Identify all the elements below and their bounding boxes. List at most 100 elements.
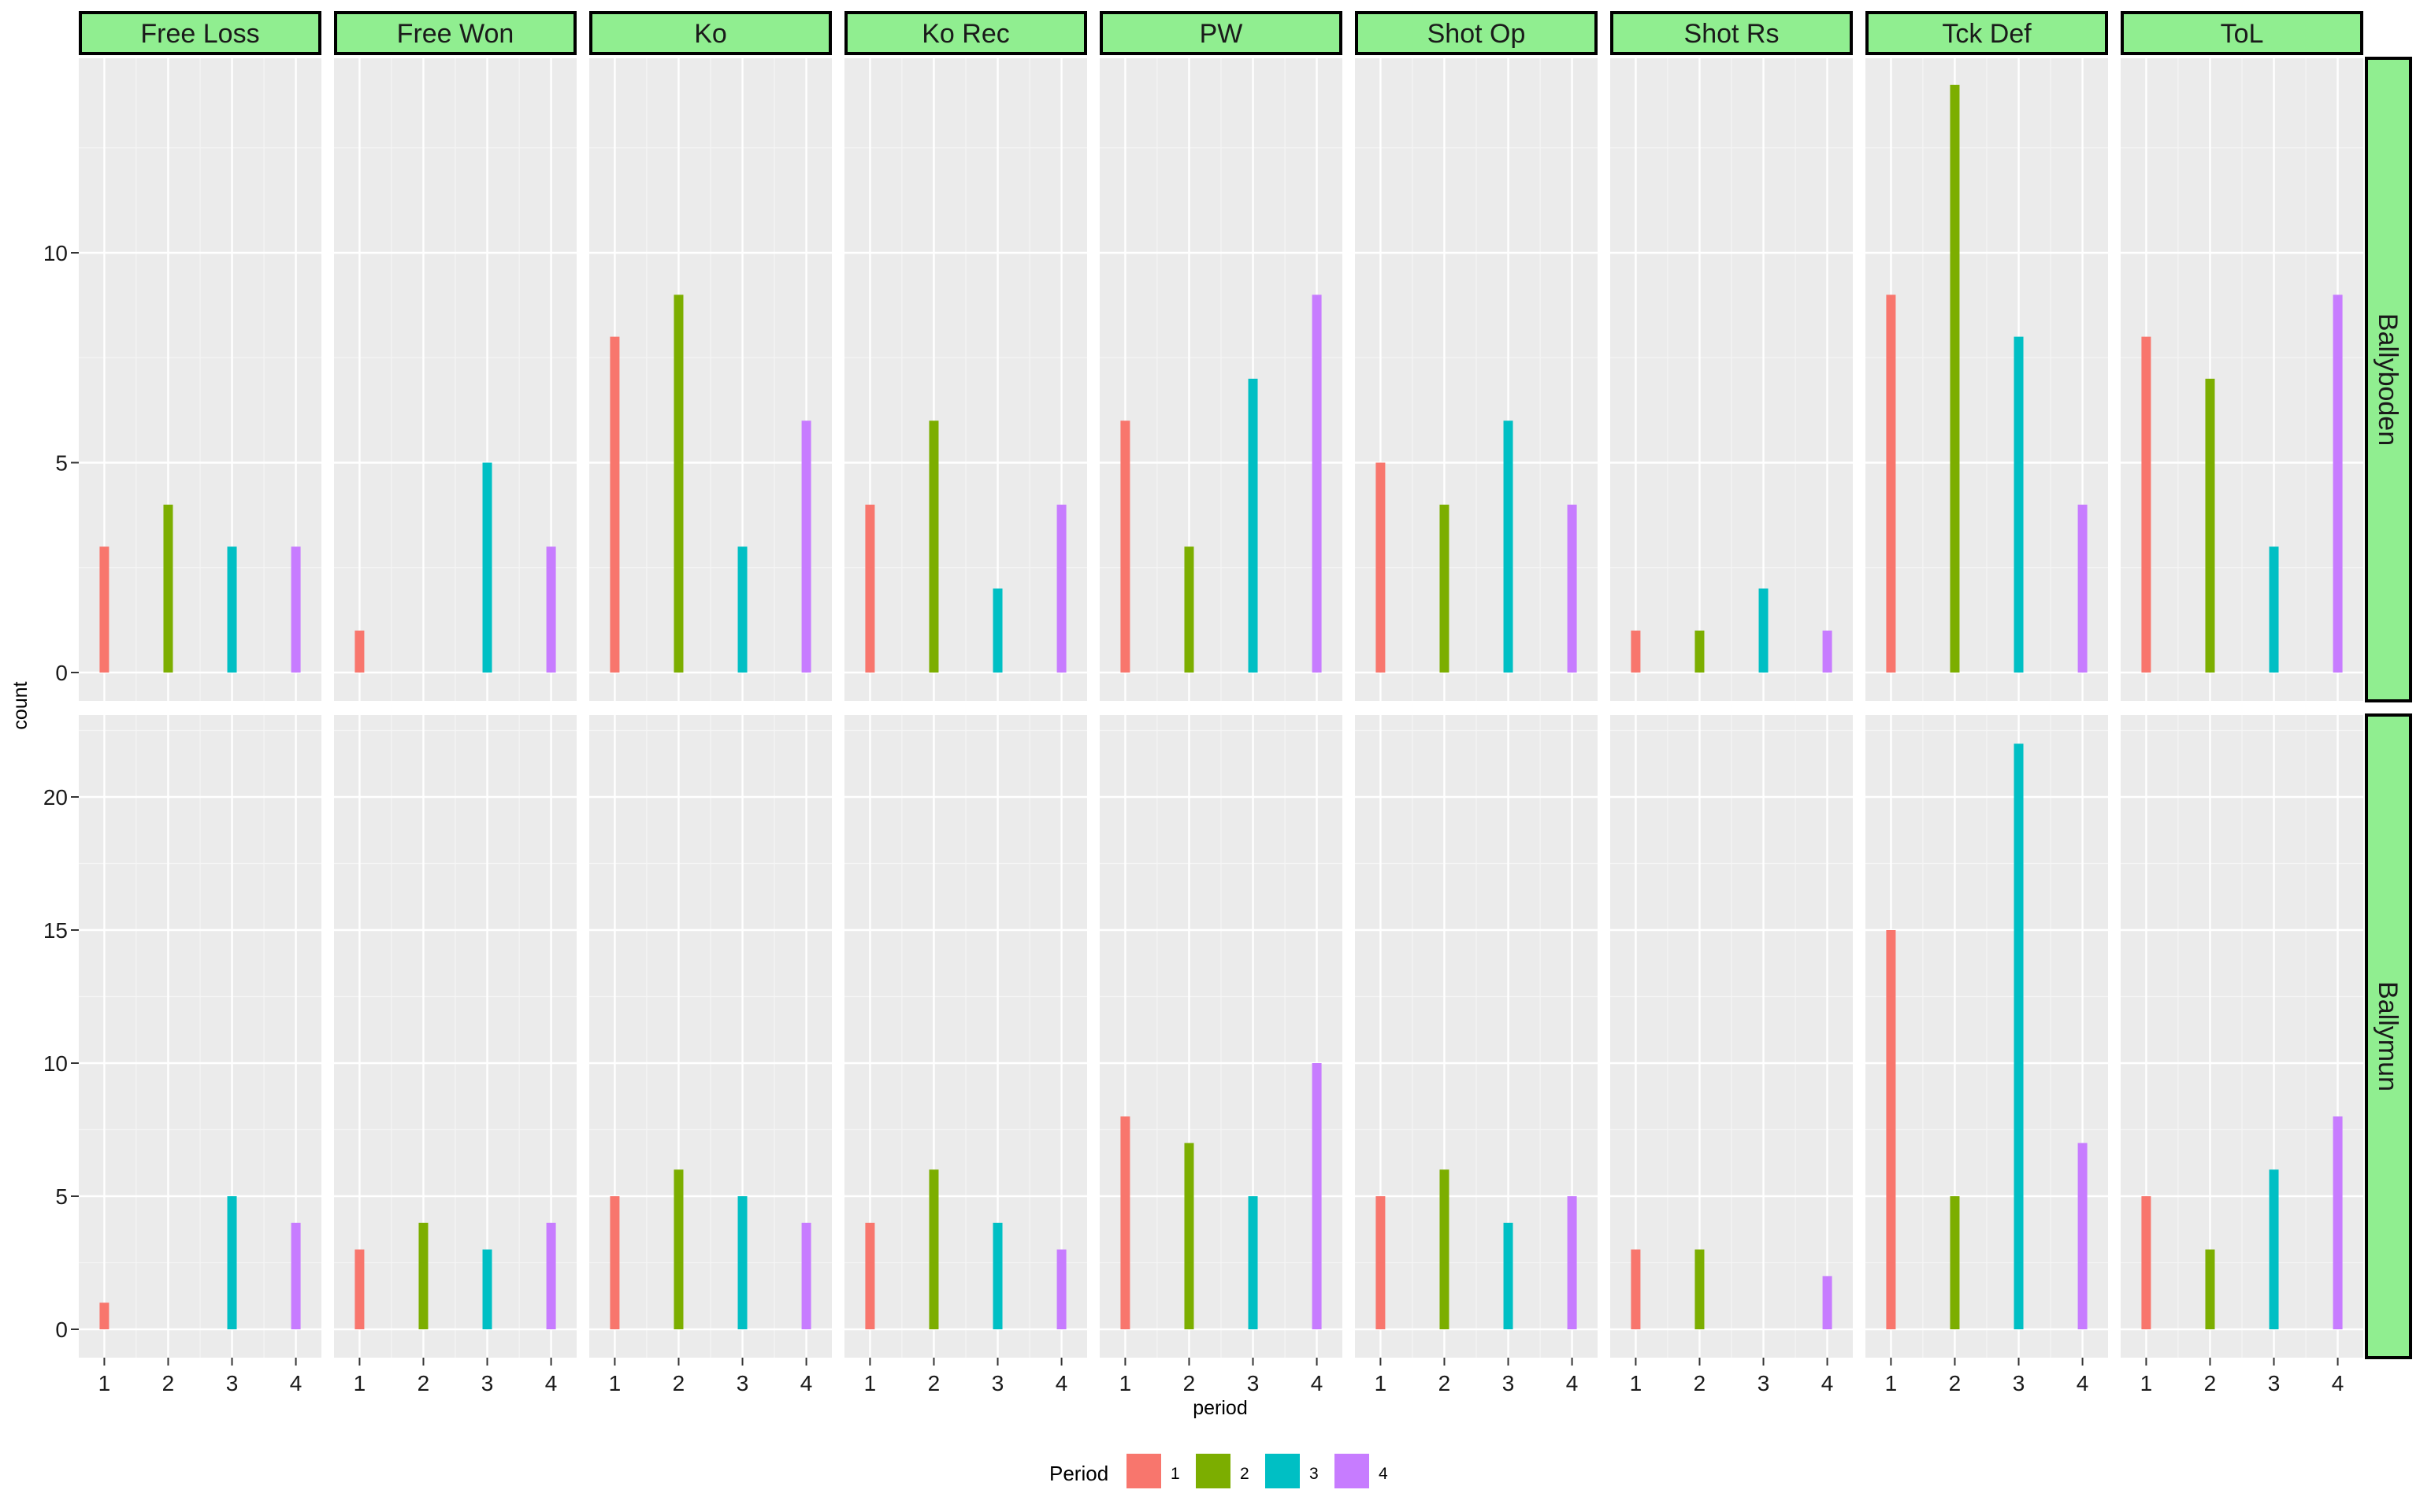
bar-ballymun-tol-period-2 — [2205, 1249, 2215, 1329]
bar-ballymun-ko-rec-period-2 — [929, 1169, 939, 1329]
x-tick-label: 2 — [418, 1371, 430, 1395]
bar-ballyboden-pw-period-4 — [1312, 295, 1322, 673]
x-tick-label: 3 — [1757, 1371, 1770, 1395]
bar-ballymun-tol-period-3 — [2269, 1169, 2279, 1329]
y-axis-title: count — [9, 681, 32, 729]
bar-ballyboden-free-loss-period-1 — [99, 547, 109, 673]
x-tick-label: 2 — [1183, 1371, 1196, 1395]
bar-ballyboden-ko-period-2 — [674, 295, 684, 673]
x-tick-label: 3 — [481, 1371, 494, 1395]
bar-ballyboden-tck-def-period-1 — [1886, 295, 1896, 673]
bar-ballymun-free-loss-period-3 — [227, 1196, 237, 1329]
bar-ballymun-ko-rec-period-3 — [993, 1222, 1003, 1329]
column-strip-tck-def — [1865, 11, 2108, 55]
row-strip-label: Ballyboden — [2373, 313, 2403, 446]
bar-ballymun-shot-op-period-3 — [1503, 1222, 1513, 1329]
bar-ballyboden-tck-def-period-2 — [1950, 84, 1960, 673]
bar-ballymun-ko-period-1 — [610, 1196, 620, 1329]
bar-ballymun-tol-period-1 — [2141, 1196, 2151, 1329]
column-strip-pw — [1100, 11, 1342, 55]
x-tick-label: 3 — [2268, 1371, 2281, 1395]
bar-ballyboden-ko-period-1 — [610, 336, 620, 673]
bar-ballymun-shot-rs-period-4 — [1822, 1276, 1832, 1329]
bar-ballyboden-shot-op-period-2 — [1439, 504, 1449, 673]
bar-ballyboden-shot-op-period-3 — [1503, 421, 1513, 673]
bar-ballymun-shot-rs-period-2 — [1694, 1249, 1705, 1329]
x-tick-label: 1 — [609, 1371, 622, 1395]
bar-ballymun-tck-def-period-3 — [2014, 743, 2024, 1329]
y-tick-label: 10 — [43, 241, 68, 265]
x-tick-label: 1 — [864, 1371, 877, 1395]
bar-ballyboden-ko-period-4 — [801, 421, 811, 673]
bar-ballyboden-tck-def-period-4 — [2077, 504, 2088, 673]
column-strip-shot-rs — [1610, 11, 1853, 55]
x-tick-label: 3 — [2013, 1371, 2025, 1395]
legend-key-1 — [1126, 1454, 1161, 1488]
legend-key-4 — [1334, 1454, 1369, 1488]
bar-ballymun-tol-period-4 — [2333, 1116, 2343, 1329]
bar-ballyboden-tol-period-2 — [2205, 378, 2215, 673]
x-tick-label: 2 — [1949, 1371, 1962, 1395]
x-tick-label: 2 — [2204, 1371, 2217, 1395]
y-tick-label: 0 — [55, 661, 68, 685]
legend-key-2 — [1196, 1454, 1230, 1488]
x-tick-label: 4 — [1821, 1371, 1834, 1395]
bar-ballyboden-pw-period-2 — [1184, 547, 1194, 673]
column-strip-shot-op — [1355, 11, 1598, 55]
bar-ballyboden-ko-period-3 — [737, 547, 748, 673]
bar-ballyboden-free-won-period-1 — [354, 630, 365, 673]
x-tick-label: 1 — [1375, 1371, 1387, 1395]
bar-ballyboden-tol-period-3 — [2269, 547, 2279, 673]
bar-ballyboden-ko-rec-period-1 — [865, 504, 875, 673]
column-strip-tol — [2121, 11, 2363, 55]
x-tick-label: 4 — [545, 1371, 558, 1395]
column-strip-label: Ko — [694, 19, 727, 49]
bar-ballymun-pw-period-3 — [1248, 1196, 1258, 1329]
bar-ballyboden-tol-period-4 — [2333, 295, 2343, 673]
column-strip-label: Shot Op — [1427, 19, 1526, 49]
x-tick-label: 4 — [2077, 1371, 2089, 1395]
bar-ballymun-pw-period-1 — [1120, 1116, 1130, 1329]
x-tick-label: 2 — [1694, 1371, 1706, 1395]
column-strip-free-won — [334, 11, 577, 55]
bar-ballymun-shot-op-period-1 — [1375, 1196, 1386, 1329]
bar-ballymun-pw-period-2 — [1184, 1143, 1194, 1329]
y-tick-label: 0 — [55, 1317, 68, 1342]
x-tick-label: 1 — [354, 1371, 366, 1395]
y-tick-label: 10 — [43, 1051, 68, 1076]
column-strip-label: PW — [1200, 19, 1243, 49]
x-tick-label: 3 — [1502, 1371, 1515, 1395]
row-strip-ballyboden — [2365, 57, 2412, 702]
column-strip-label: ToL — [2221, 19, 2264, 49]
bar-ballymun-tck-def-period-2 — [1950, 1196, 1960, 1329]
x-tick-label: 3 — [1247, 1371, 1260, 1395]
x-tick-label: 2 — [162, 1371, 175, 1395]
x-tick-label: 2 — [673, 1371, 685, 1395]
bar-ballymun-ko-period-2 — [674, 1169, 684, 1329]
row-strip-ballymun — [2365, 713, 2412, 1359]
legend-label: 1 — [1171, 1465, 1180, 1483]
bar-ballymun-ko-period-3 — [737, 1196, 748, 1329]
legend-label: 4 — [1379, 1465, 1388, 1483]
bar-ballyboden-shot-rs-period-2 — [1694, 630, 1705, 673]
legend-label: 3 — [1309, 1465, 1319, 1483]
y-tick-label: 15 — [43, 918, 68, 943]
bar-ballyboden-shot-rs-period-1 — [1631, 630, 1641, 673]
bar-ballymun-free-won-period-2 — [418, 1222, 429, 1329]
bar-ballyboden-ko-rec-period-3 — [993, 588, 1003, 673]
bar-ballyboden-ko-rec-period-2 — [929, 421, 939, 673]
x-tick-label: 4 — [290, 1371, 302, 1395]
bar-ballyboden-shot-op-period-4 — [1567, 504, 1577, 673]
row-strip-label: Ballymun — [2373, 981, 2403, 1091]
bar-ballyboden-shot-op-period-1 — [1375, 462, 1386, 673]
x-tick-label: 1 — [98, 1371, 111, 1395]
column-strip-label: Shot Rs — [1684, 19, 1780, 49]
x-tick-label: 1 — [2140, 1371, 2153, 1395]
x-tick-label: 3 — [226, 1371, 239, 1395]
x-tick-label: 4 — [1566, 1371, 1579, 1395]
bar-ballyboden-ko-rec-period-4 — [1056, 504, 1067, 673]
column-strip-free-loss — [79, 11, 321, 55]
panels-layer — [79, 58, 2363, 1358]
bar-ballymun-shot-rs-period-1 — [1631, 1249, 1641, 1329]
